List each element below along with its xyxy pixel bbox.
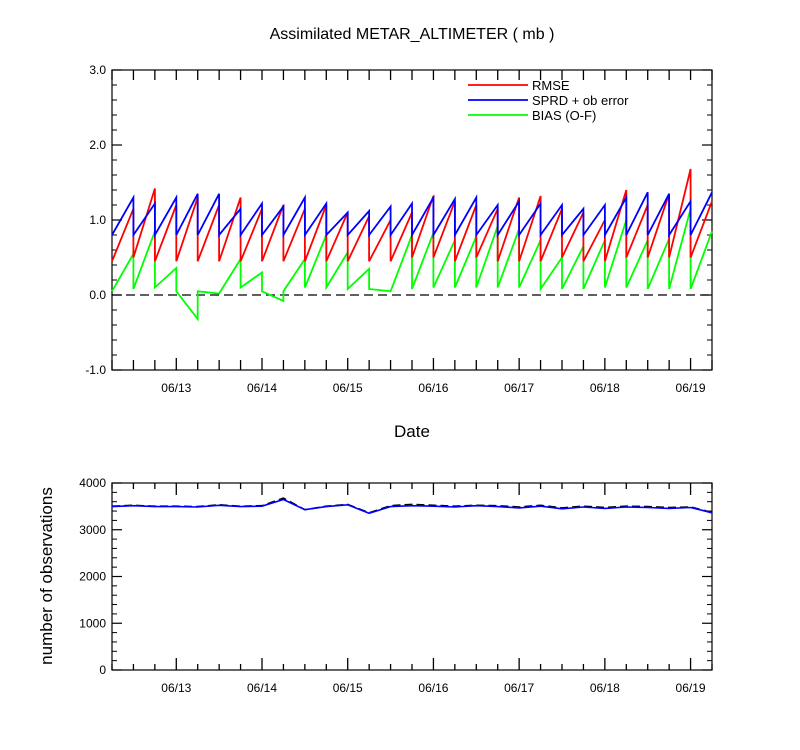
top-panel: 06/13 06/14 06/15 06/16 06/17 06/18 06/19 -1.0 0…	[85, 63, 713, 395]
x-tick-label: 06/13	[161, 381, 191, 395]
y-axis-title: number of observations	[37, 487, 56, 665]
x-tick-label: 06/19	[676, 681, 706, 695]
y-tick-label: 0.0	[89, 288, 106, 302]
y-tick-label: 2.0	[89, 138, 106, 152]
legend-label-sprd-ob-error: SPRD + ob error	[532, 93, 629, 108]
legend-label-bias-o-f: BIAS (O-F)	[532, 108, 596, 123]
y-tick-label: 2000	[79, 570, 106, 584]
x-tick-label: 06/18	[590, 381, 620, 395]
x-tick-label: 06/15	[333, 381, 363, 395]
y-tick-label: 3000	[79, 523, 106, 537]
x-tick-label: 06/17	[504, 681, 534, 695]
y-tick-label: 4000	[79, 476, 106, 490]
plot-frame	[111, 482, 713, 671]
y-tick-label: 0	[99, 663, 106, 677]
x-tick-label: 06/13	[161, 681, 191, 695]
chart-title: Assimilated METAR_ALTIMETER ( mb )	[270, 26, 555, 43]
x-tick-label: 06/19	[676, 381, 706, 395]
y-tick-label: 1.0	[89, 213, 106, 227]
x-tick-label: 06/18	[590, 681, 620, 695]
y-tick-label: -1.0	[85, 363, 106, 377]
bottom-panel: 06/13 06/14 06/15 06/16 06/17 06/18 06/19 0 1000…	[79, 476, 713, 695]
x-tick-label: 06/15	[333, 681, 363, 695]
x-axis-title: Date	[394, 422, 430, 441]
observation-count-line-1	[111, 498, 713, 515]
bias-o-f-line	[111, 208, 713, 322]
legend-label-rmse: RMSE	[532, 78, 570, 93]
y-tick-label: 3.0	[89, 63, 106, 77]
x-tick-label: 06/17	[504, 381, 534, 395]
x-tick-label: 06/14	[247, 381, 277, 395]
x-tick-label: 06/16	[418, 681, 448, 695]
sprd-ob-error-line	[111, 191, 713, 239]
x-tick-label: 06/16	[418, 381, 448, 395]
x-tick-label: 06/14	[247, 681, 277, 695]
y-tick-label: 1000	[79, 616, 106, 630]
